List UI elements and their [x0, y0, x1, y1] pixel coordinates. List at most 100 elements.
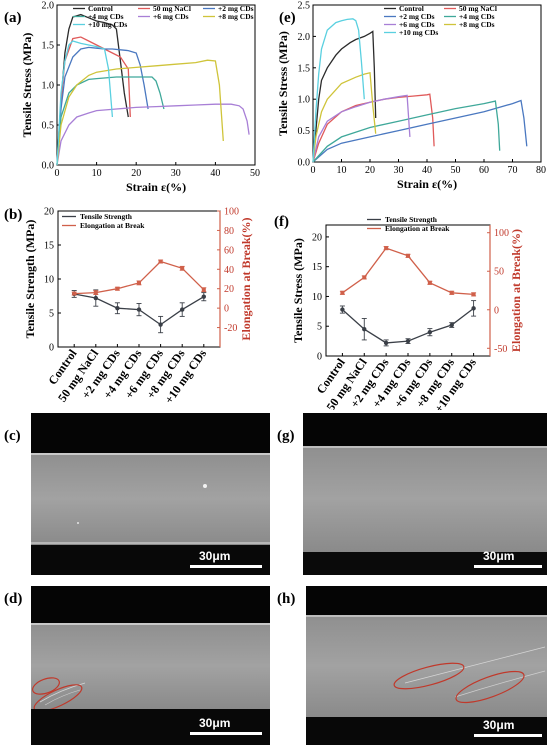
data-point: [383, 340, 389, 346]
y2-tick-label: 20: [224, 284, 234, 295]
x-tick-label: 0: [311, 165, 316, 176]
y-tick-label: 15: [44, 241, 54, 252]
legend-label: +4 mg CDs: [459, 12, 495, 21]
series-line: [312, 93, 435, 163]
legend-label: +6 mg CDs: [153, 12, 189, 21]
x-tick-label: 30: [394, 165, 404, 176]
y-tick-label: 20: [44, 207, 54, 218]
data-point: [384, 246, 389, 251]
sem-background-bottom: [31, 545, 270, 575]
fiber-surface: [303, 446, 547, 552]
sem-background-bottom: [31, 709, 270, 745]
series-line: [312, 100, 501, 163]
panel-label-a: (a): [4, 10, 22, 26]
y2-tick-label: 60: [224, 245, 234, 256]
x-tick-label: 70: [508, 165, 518, 176]
y2-tick-label: 100: [224, 207, 239, 218]
sem-image-h: (h) 30μm: [277, 586, 547, 745]
y-tick-label: 10: [312, 292, 322, 303]
y-tick-label: 1.5: [298, 63, 311, 74]
highlight-ellipse: [455, 670, 525, 704]
y-tick-label: 1.0: [42, 81, 55, 92]
data-point: [340, 307, 345, 312]
data-point: [180, 307, 185, 312]
y-tick-label: 10: [44, 275, 54, 286]
data-point: [340, 290, 345, 295]
y-tick-label: 0.0: [298, 158, 311, 169]
highlight-ellipse: [33, 684, 83, 712]
series-line: [56, 76, 165, 166]
y-tick-label: 15: [312, 262, 322, 273]
scale-bar: [190, 565, 262, 568]
y-axis-label: Tensile Stress (MPa): [276, 31, 290, 136]
y-tick-label: 2.0: [42, 1, 55, 12]
y2-tick-label: 0: [224, 304, 229, 315]
x-tick-label: 50: [250, 168, 260, 179]
plot-frame: [56, 4, 256, 166]
legend-label: +8 mg CDs: [459, 20, 495, 29]
y-tick-label: 20: [312, 232, 322, 243]
series-line: [56, 59, 224, 166]
series-line: [312, 72, 377, 163]
highlight-ellipse: [32, 677, 60, 695]
y-tick-label: 0.5: [42, 121, 55, 132]
data-point: [427, 329, 433, 335]
y2-tick-label: -50: [494, 344, 507, 355]
legend-label: Elongation at Break: [80, 221, 145, 230]
legend-label: Tensile Strength: [80, 212, 133, 221]
x-axis-label: Strain ε(%): [397, 177, 457, 191]
y-tick-label: 0: [317, 352, 322, 363]
legend-label: +10 mg CDs: [399, 28, 438, 37]
x-tick-label: 40: [422, 165, 432, 176]
sem-background-bottom: [306, 717, 547, 745]
legend-label: Control: [399, 4, 424, 13]
data-point: [471, 292, 476, 297]
series-line: [341, 307, 474, 344]
panel-label-h: (h): [277, 591, 295, 607]
legend-label: +6 mg CDs: [399, 20, 435, 29]
panel-label-g: (g): [277, 428, 295, 444]
legend-label: +10 mg CDs: [88, 20, 127, 29]
x-tick-label: 10: [337, 165, 347, 176]
series-line: [312, 30, 377, 163]
x-tick-label: 60: [479, 165, 489, 176]
legend-label: 50 mg NaCl: [459, 4, 497, 13]
y-tick-label: 0.5: [298, 126, 311, 137]
y-axis-label: Tensile Stress (MPa): [20, 33, 34, 138]
y-tick-label: 2.5: [298, 1, 311, 12]
series-line: [312, 99, 528, 163]
data-point: [158, 322, 163, 327]
y2-axis-label: Elongation at Break(%): [239, 217, 253, 340]
highlight-ellipse: [393, 662, 465, 690]
legend-label: 50 mg NaCl: [153, 4, 191, 13]
scale-bar: [474, 565, 542, 568]
panel-label-b: (b): [4, 207, 22, 223]
data-point: [180, 266, 185, 271]
data-point: [449, 290, 454, 295]
x-tick-label: 0: [55, 168, 60, 179]
sem-background-top: [303, 413, 547, 449]
sem-background-bottom: [303, 552, 547, 575]
series-line: [312, 18, 365, 163]
y2-tick-label: 40: [224, 265, 234, 276]
scale-bar-label: 30μm: [199, 716, 230, 730]
series-line: [56, 103, 250, 166]
y-tick-label: 0.0: [42, 161, 55, 172]
fiber-surface: [306, 615, 547, 717]
legend-label: Control: [88, 4, 113, 13]
data-point: [136, 307, 142, 312]
sem-image-d: (d) 30μm: [4, 586, 270, 745]
data-point: [201, 287, 206, 292]
sem-image-g: (g) 30μm: [277, 413, 547, 575]
x-tick-label: 20: [131, 168, 141, 179]
legend-label: +8 mg CDs: [218, 12, 254, 21]
data-point: [115, 306, 120, 311]
data-point: [158, 259, 163, 264]
y-axis-label: Tensile Strength (MPa): [23, 220, 37, 339]
scale-bar-label: 30μm: [483, 549, 514, 563]
y2-axis-label: Elongation at Break(%): [509, 229, 523, 352]
y-tick-label: 1.0: [298, 95, 311, 106]
data-point: [427, 280, 432, 285]
y-tick-label: 5: [49, 309, 54, 320]
